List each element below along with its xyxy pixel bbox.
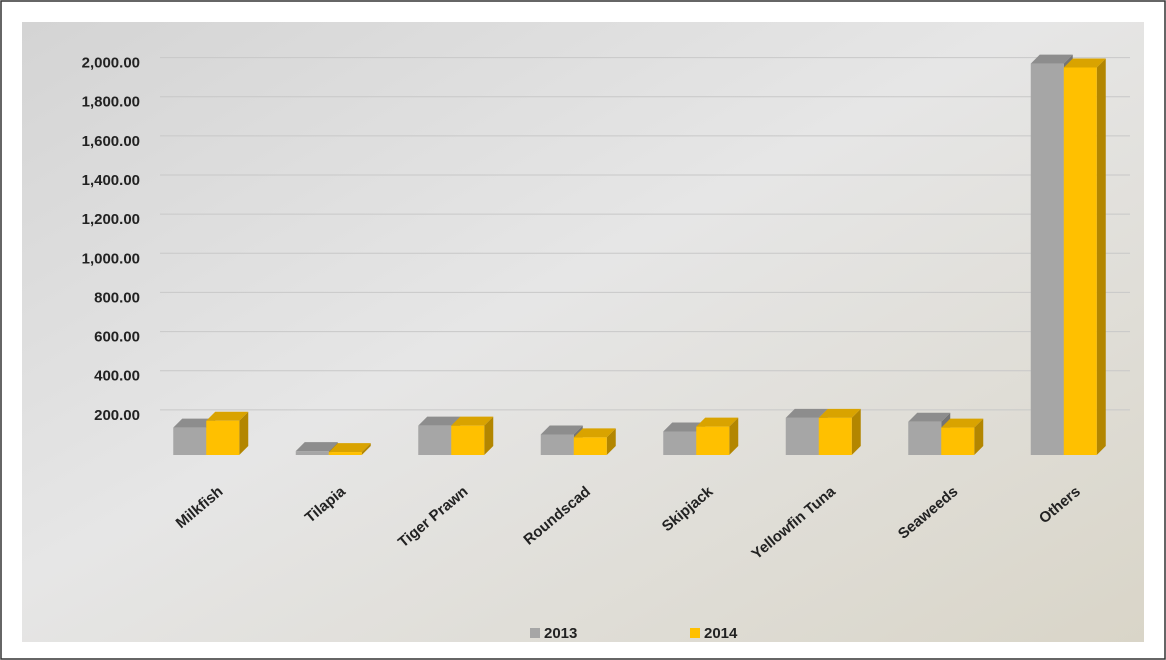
bar-top — [785, 408, 828, 418]
y-tick-label: 1,800.00 — [82, 94, 140, 111]
bar — [295, 451, 329, 455]
bar — [663, 431, 697, 455]
bar — [173, 427, 207, 455]
bar — [818, 417, 852, 455]
bar-side — [239, 411, 249, 455]
legend-swatch — [690, 628, 700, 638]
bar-top — [818, 408, 861, 418]
y-tick-label: 200.00 — [94, 407, 140, 424]
bar-side — [484, 416, 494, 455]
bar — [328, 452, 362, 455]
bar — [785, 417, 819, 455]
y-tick-label: 400.00 — [94, 368, 140, 385]
y-tick-label: 2,000.00 — [82, 55, 140, 72]
bar — [908, 421, 942, 455]
bar-top — [573, 428, 616, 438]
bar-side — [1096, 58, 1106, 455]
bar — [418, 425, 452, 455]
bar — [1030, 63, 1064, 455]
bar-top — [1030, 54, 1073, 64]
y-tick-label: 1,400.00 — [82, 172, 140, 189]
bar-top — [295, 442, 338, 452]
bar-top — [1063, 58, 1106, 68]
bar-top — [663, 422, 706, 432]
y-tick-label: 800.00 — [94, 289, 140, 306]
bar-top — [908, 412, 951, 422]
bar-side — [729, 417, 739, 455]
bar — [941, 427, 975, 455]
bar-side — [606, 428, 616, 455]
bar — [451, 425, 485, 455]
legend-label: 2013 — [544, 625, 577, 642]
bar-top — [540, 425, 583, 435]
y-tick-label: 1,200.00 — [82, 211, 140, 228]
bar-top — [451, 416, 494, 426]
bar-side — [361, 443, 371, 455]
bar-top — [206, 411, 249, 421]
y-tick-label: 600.00 — [94, 329, 140, 346]
bar-side — [974, 418, 984, 455]
bar — [540, 434, 574, 455]
bar-top — [328, 443, 371, 453]
y-tick-label: 1,600.00 — [82, 133, 140, 150]
bar — [1063, 67, 1097, 455]
bar — [573, 437, 607, 455]
y-tick-label: 1,000.00 — [82, 250, 140, 267]
bar — [206, 420, 240, 455]
legend-swatch — [530, 628, 540, 638]
bar-top — [173, 418, 216, 428]
legend-label: 2014 — [704, 625, 738, 642]
bar-side — [851, 408, 861, 455]
bar — [696, 426, 730, 455]
bar-top — [418, 416, 461, 426]
bar-top — [696, 417, 739, 427]
bar-top — [941, 418, 984, 428]
